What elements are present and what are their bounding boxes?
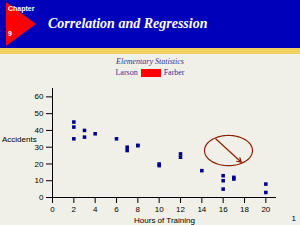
svg-text:14: 14 [197, 205, 206, 214]
svg-text:16: 16 [219, 205, 228, 214]
svg-text:4: 4 [93, 205, 98, 214]
svg-text:0: 0 [50, 205, 55, 214]
svg-text:2: 2 [72, 205, 77, 214]
svg-text:10: 10 [155, 205, 164, 214]
svg-text:12: 12 [176, 205, 185, 214]
svg-text:8: 8 [136, 205, 141, 214]
html-text:9: 9 [8, 30, 12, 37]
html-text:Farber: Farber [163, 68, 185, 77]
svg-text:30: 30 [35, 143, 44, 152]
svg-text:40: 40 [35, 126, 44, 135]
html-text:Correlation and Regression: Correlation and Regression [48, 16, 208, 31]
html-text:1: 1 [291, 214, 296, 223]
html-text:Elementary Statistics: Elementary Statistics [116, 57, 184, 66]
svg-text:Hours of Training: Hours of Training [134, 216, 195, 225]
html-text:Accidents: Accidents [2, 135, 37, 144]
svg-text:20: 20 [261, 205, 270, 214]
svg-text:10: 10 [35, 176, 44, 185]
svg-text:60: 60 [35, 92, 44, 101]
html-text:Chapter: Chapter [8, 5, 35, 12]
html-text:Larson: Larson [115, 68, 138, 77]
svg-text:6: 6 [114, 205, 119, 214]
svg-text:50: 50 [35, 109, 44, 118]
svg-text:18: 18 [240, 205, 249, 214]
svg-text:20: 20 [35, 160, 44, 169]
svg-text:0: 0 [39, 193, 44, 202]
